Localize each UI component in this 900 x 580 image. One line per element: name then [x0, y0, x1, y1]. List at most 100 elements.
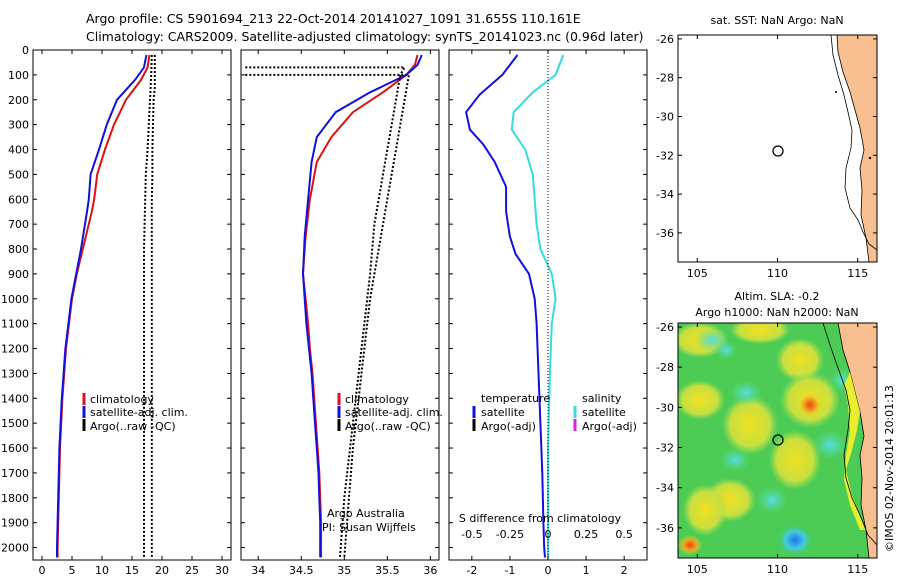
map-y-tick-label: -28	[656, 361, 674, 374]
y-tick-label: 1700	[1, 467, 29, 480]
sst-map-title: sat. SST: NaN Argo: NaN	[710, 14, 843, 27]
legend-sat-label: satellite-adj. clim.	[345, 406, 443, 419]
land-mass	[836, 35, 877, 262]
map-y-tick-label: -28	[656, 72, 674, 85]
x-tick-label: 25	[185, 564, 199, 577]
float-location-marker	[772, 434, 784, 446]
y-tick-label: 2000	[1, 542, 29, 555]
y-tick-label: 1600	[1, 442, 29, 455]
map-y-tick-label: -32	[656, 149, 674, 162]
x-tick-label: 20	[155, 564, 169, 577]
float-location-marker	[772, 145, 784, 157]
sla-map: Altim. SLA: -0.2 Argo h1000: NaN h2000: …	[656, 290, 896, 576]
diff-top-tick-label: 0.5	[615, 528, 633, 541]
header-line2: Climatology: CARS2009. Satellite-adjuste…	[86, 29, 643, 44]
x-tick-label: 35.5	[375, 564, 400, 577]
y-tick-label: 1400	[1, 392, 29, 405]
sla-map-title1: Altim. SLA: -0.2	[734, 290, 819, 303]
legend-argo-label: Argo(..raw -QC)	[345, 420, 431, 433]
y-tick-label: 1300	[1, 367, 29, 380]
diff-series-s-satellite-1	[510, 54, 565, 558]
x-tick-label: 0	[545, 564, 552, 577]
x-tick-label: 15	[125, 564, 139, 577]
y-tick-label: 1000	[1, 293, 29, 306]
y-tick-label: 1500	[1, 417, 29, 430]
temp-series-satellite-adj-clim--1	[56, 54, 148, 558]
temp-chart: 0100200300400500600700800900100011001200…	[1, 44, 231, 580]
temp-legend: climatology satellite-adj. clim. Argo(..…	[82, 393, 188, 433]
shelf-contour	[822, 323, 877, 546]
x-tick-label: 34.5	[289, 564, 314, 577]
diff-legend: temperature salinity satellite Argo(-adj…	[472, 392, 637, 433]
salt-panel-frame	[240, 49, 440, 561]
y-tick-label: 400	[8, 144, 29, 157]
sst-map-axes: 105 110 115 -26 -28 -30 -32 -34 -36	[656, 33, 877, 280]
legend-t-argo-label: Argo(-adj)	[481, 420, 536, 433]
legend-s-sat-label: satellite	[582, 406, 626, 419]
map-x-tick-label: 115	[847, 267, 868, 280]
map-y-tick-label: -36	[656, 522, 674, 535]
x-tick-label: 10	[95, 564, 109, 577]
temp-series	[56, 54, 156, 558]
salt-series-argo-raw-qc--2	[245, 66, 407, 558]
y-tick-label: 800	[8, 243, 29, 256]
y-tick-label: 1100	[1, 318, 29, 331]
y-tick-label: 500	[8, 168, 29, 181]
sla-map-title2: Argo h1000: NaN h2000: NaN	[695, 306, 858, 319]
x-tick-label: 5	[69, 564, 76, 577]
x-tick-label: 35	[337, 564, 351, 577]
argo-australia-label: Argo Australia	[327, 507, 405, 520]
pi-label: PI: Susan Wijffels	[322, 521, 416, 534]
sst-map: sat. SST: NaN Argo: NaN 105 110 115 -26 -28 -…	[656, 14, 878, 280]
x-tick-label: 2	[621, 564, 628, 577]
header-line1: Argo profile: CS 5901694_213 22-Oct-2014…	[86, 11, 581, 26]
map-x-tick-label: 115	[847, 563, 868, 576]
map-y-tick-label: -26	[656, 321, 674, 334]
y-tick-label: 100	[8, 69, 29, 82]
diff-chart: -2-1012T difference from climatologyS di…	[449, 49, 647, 580]
legend-clim-label: climatology	[90, 393, 154, 406]
imos-stamp: ©IMOS 02-Nov-2014 20:01:13	[883, 385, 896, 552]
diff-top-tick-label: 0.25	[574, 528, 599, 541]
legend-temperature-header: temperature	[481, 392, 550, 405]
y-tick-label: 600	[8, 193, 29, 206]
map-y-tick-label: -36	[656, 227, 674, 240]
temp-series-argo-raw-qc--3	[150, 55, 156, 558]
salt-legend: climatology satellite-adj. clim. Argo(..…	[322, 393, 443, 534]
map-x-tick-label: 105	[687, 563, 708, 576]
legend-clim-label: climatology	[345, 393, 409, 406]
y-tick-label: 1800	[1, 492, 29, 505]
coast-dot	[868, 156, 872, 160]
map-y-tick-label: -30	[656, 401, 674, 414]
diff-top-xlabel: S difference from climatology	[459, 512, 622, 525]
y-tick-label: 900	[8, 268, 29, 281]
x-tick-label: 1	[583, 564, 590, 577]
x-tick-label: 0	[39, 564, 46, 577]
sla-map-axes: 105 110 115 -26 -28 -30 -32 -34 -36	[656, 321, 877, 576]
temp-panel-frame	[32, 49, 232, 561]
map-x-tick-label: 110	[767, 563, 788, 576]
legend-s-argo-label: Argo(-adj)	[582, 420, 637, 433]
x-tick-label: -1	[504, 564, 515, 577]
map-y-tick-label: -32	[656, 442, 674, 455]
salt-series	[245, 54, 423, 558]
x-tick-label: 30	[215, 564, 229, 577]
diff-top-tick-label: 0	[545, 528, 552, 541]
diff-series	[465, 50, 565, 560]
diff-top-tick-label: -0.5	[461, 528, 482, 541]
map-y-tick-label: -34	[656, 188, 674, 201]
map-x-tick-label: 105	[687, 267, 708, 280]
map-y-tick-label: -30	[656, 110, 674, 123]
y-tick-label: 200	[8, 94, 29, 107]
map-y-tick-label: -34	[656, 482, 674, 495]
y-tick-label: 700	[8, 218, 29, 231]
y-tick-label: 0	[22, 44, 29, 57]
x-tick-label: 36	[423, 564, 437, 577]
salt-series-argo-raw-qc--3	[245, 73, 411, 558]
y-tick-label: 1900	[1, 517, 29, 530]
temp-series-argo-raw-qc--2	[143, 54, 153, 558]
diff-top-tick-label: -0.25	[496, 528, 524, 541]
legend-sat-label: satellite-adj. clim.	[90, 406, 188, 419]
diff-series-t-satellite-0	[465, 54, 546, 558]
